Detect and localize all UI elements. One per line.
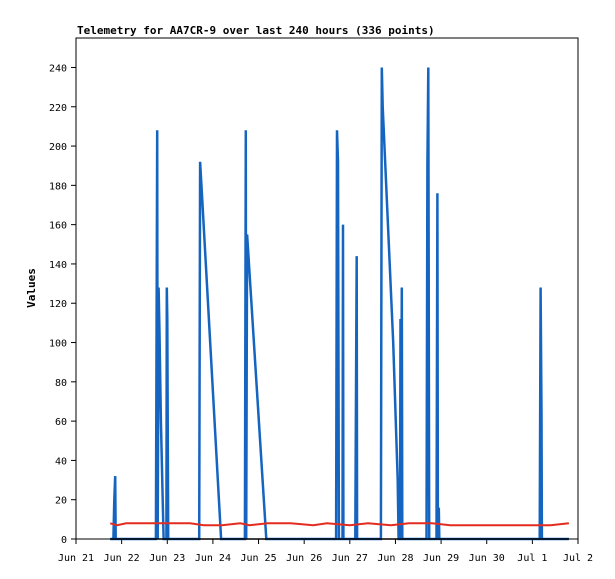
chart-title: Telemetry for AA7CR-9 over last 240 hour… <box>77 24 435 37</box>
x-tick-label: Jul 1 <box>517 553 547 564</box>
x-tick-label: Jun 30 <box>469 553 505 564</box>
y-tick-label: 220 <box>49 103 67 114</box>
series-group <box>109 67 570 541</box>
y-tick-label: 20 <box>55 496 67 507</box>
x-tick-label: Jun 26 <box>286 553 322 564</box>
y-tick-label: 80 <box>55 378 67 389</box>
y-tick-label: 40 <box>55 456 67 467</box>
plot-area <box>75 37 579 540</box>
x-tick-label: Jun 23 <box>149 553 185 564</box>
y-tick-label: 200 <box>49 142 67 153</box>
y-tick-label: 60 <box>55 417 67 428</box>
x-tick-label: Jun 25 <box>240 553 276 564</box>
series-line-1 <box>109 522 570 527</box>
y-axis: 0 20 40 60 80 100 120 140 160 180 200 220 240 <box>49 63 76 546</box>
x-tick-label: Jun 27 <box>332 553 368 564</box>
x-tick-label: Jun 21 <box>58 553 94 564</box>
y-tick-label: 140 <box>49 260 67 271</box>
y-tick-label: 120 <box>49 299 67 310</box>
x-tick-label: Jun 29 <box>423 553 459 564</box>
y-tick-label: 240 <box>49 63 67 74</box>
y-tick-label: 160 <box>49 221 67 232</box>
series-line-0 <box>110 67 569 541</box>
y-axis-title: Values <box>25 268 38 308</box>
y-tick-label: 0 <box>61 535 67 546</box>
x-tick-label: Jun 28 <box>377 553 413 564</box>
y-tick-label: 180 <box>49 181 67 192</box>
x-tick-label: Jun 22 <box>104 553 140 564</box>
x-tick-label: Jun 24 <box>195 553 231 564</box>
x-tick-label: Jul 2 <box>563 553 593 564</box>
y-tick-label: 100 <box>49 339 67 350</box>
x-axis: Jun 21 Jun 22 Jun 23 Jun 24 Jun 25 Jun 26 Jun … <box>58 539 593 564</box>
